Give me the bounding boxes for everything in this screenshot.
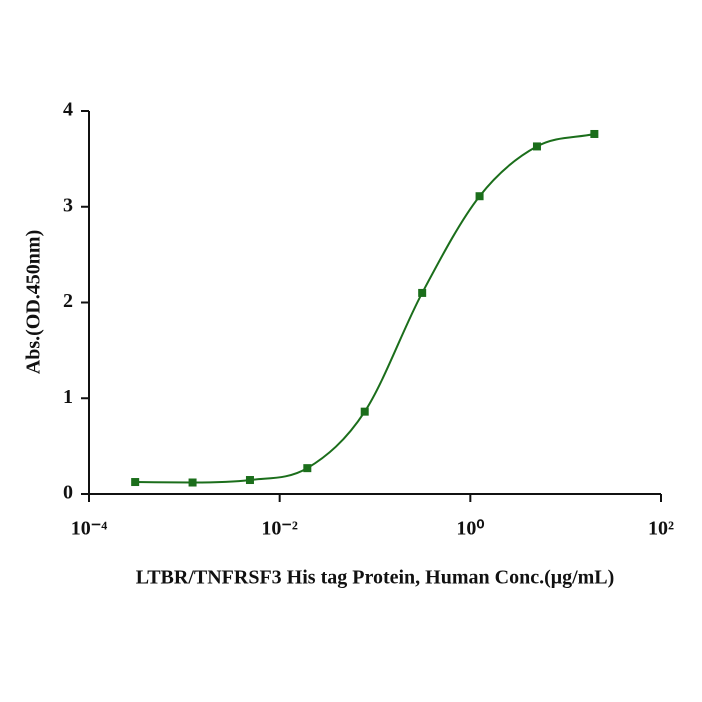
fit-curve: [135, 133, 595, 484]
data-point: [303, 464, 312, 473]
data-point: [245, 476, 254, 485]
x-tick-label: 10⁻²: [261, 518, 298, 540]
x-tick-label: 10⁰: [456, 518, 484, 540]
data-point: [532, 142, 541, 151]
x-axis-title: LTBR/TNFRSF3 His tag Protein, Human Conc…: [136, 567, 615, 589]
x-tick-label: 10²: [648, 518, 674, 540]
y-tick-label: 4: [63, 99, 73, 121]
y-tick-label: 0: [63, 482, 73, 504]
data-point: [590, 129, 599, 138]
x-tick-label: 10⁻⁴: [71, 518, 108, 540]
y-axis-title: Abs.(OD.450nm): [23, 230, 45, 374]
data-point: [360, 407, 369, 416]
data-point: [475, 192, 484, 201]
y-tick-label: 2: [63, 290, 73, 312]
y-tick-label: 1: [63, 386, 73, 408]
data-point: [131, 478, 140, 487]
y-tick-label: 3: [63, 194, 73, 216]
data-point: [188, 478, 197, 487]
data-point: [418, 288, 427, 297]
